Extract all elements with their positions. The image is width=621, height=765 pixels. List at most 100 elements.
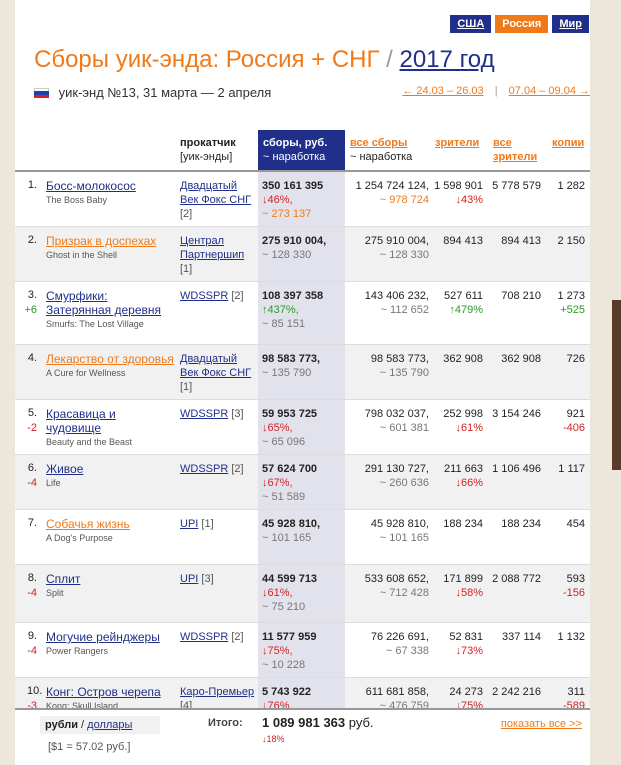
currency-switch: рубли / доллары (40, 716, 160, 734)
tab-world[interactable]: Мир (552, 15, 589, 33)
rank: 5. (27, 407, 37, 419)
total-value: 798 032 037, (364, 408, 429, 420)
gross-per-copy: ~ 75 210 (262, 601, 306, 613)
total-cell: 98 583 773, ~ 135 790 (347, 352, 429, 380)
title-main: Сборы уик-энда: Россия + СНГ (34, 46, 380, 73)
copies-value: 311 (567, 686, 585, 698)
rank-change: -4 (27, 587, 37, 599)
distributor-link-line2[interactable]: Век Фокс СНГ (180, 194, 252, 206)
total-admissions: 337 114 (502, 631, 541, 643)
admissions-cell: 188 234 (429, 517, 483, 531)
currency-usd-link[interactable]: доллары (87, 719, 133, 731)
film-title-link[interactable]: Красавица и чудовище (46, 407, 116, 435)
copies-cell: 1 273 +525 (543, 289, 585, 317)
table-row: 2. Призрак в доспехах Ghost in the Shell Це… (15, 227, 590, 282)
admissions-value: 1 598 901 (434, 180, 483, 192)
header-copies-link[interactable]: копии (552, 137, 585, 149)
distributor-link[interactable]: WDSSPR (180, 631, 229, 643)
weekend-count: [3] (231, 408, 244, 420)
rank: 1. (27, 179, 37, 191)
film-title-link[interactable]: Сплит (46, 572, 81, 586)
distributor-link[interactable]: Каро-Премьер (180, 686, 255, 698)
film-original-title: Ghost in the Shell (46, 250, 118, 260)
admissions-value: 188 234 (443, 518, 483, 530)
distributor-link-line2[interactable]: Партнершип (180, 249, 245, 261)
region-tabs: США Россия Мир (450, 15, 589, 33)
rank: 6. (27, 462, 37, 474)
prev-weekend-link[interactable]: ← 24.03 – 26.03 (402, 85, 484, 97)
admissions-value: 211 663 (444, 463, 483, 475)
table-row: 9. -4 Могучие рейнджеры Power Rangers WDSSPR… (15, 623, 590, 678)
rank: 8. (27, 572, 37, 584)
total-admissions: 362 908 (501, 353, 541, 365)
copies-change: +525 (560, 304, 585, 316)
copies-change: -156 (562, 587, 585, 599)
gross-cell: 59 953 725 ↓65%, ~ 65 096 (262, 407, 346, 449)
gross-cell: 11 577 959 ↓75%, ~ 10 228 (262, 630, 346, 672)
admissions-cell: 1 598 901 ↓43% (429, 179, 483, 207)
copies-value: 1 282 (557, 180, 585, 192)
total-per-copy: ~ 135 790 (379, 367, 429, 379)
film-title-link[interactable]: Призрак в доспехах (46, 234, 157, 248)
copies-cell: 1 117 (543, 462, 585, 476)
header-total: все сборы ~ наработка (350, 137, 413, 163)
film-cell: Призрак в доспехах Ghost in the Shell (46, 234, 174, 260)
weekend-nav: ← 24.03 – 26.03 | 07.04 – 09.04 → (402, 85, 590, 97)
weekend-count: [1] (180, 381, 193, 393)
distributor-link[interactable]: WDSSPR (180, 290, 229, 302)
film-title-link[interactable]: Конг: Остров черепа (46, 685, 161, 699)
distributor-link-line2[interactable]: Век Фокс СНГ (180, 367, 252, 379)
gross-value: 350 161 395 (262, 180, 324, 192)
header-copies: копии (552, 136, 584, 150)
header-total-link[interactable]: все сборы (350, 137, 408, 149)
distributor-link[interactable]: WDSSPR (180, 408, 229, 420)
total-per-copy: ~ 101 165 (379, 532, 429, 544)
header-admissions-link[interactable]: зрители (435, 137, 480, 149)
film-cell: Конг: Остров черепа Kong: Skull Island (46, 685, 174, 711)
copies-value: 921 (566, 408, 585, 420)
rank: 10. (27, 685, 43, 697)
currency-rub[interactable]: рубли (45, 719, 78, 731)
next-weekend-link[interactable]: 07.04 – 09.04 → (508, 85, 590, 97)
header-total-adm-link[interactable]: все зрители (493, 137, 538, 163)
admissions-cell: 894 413 (429, 234, 483, 248)
gross-value: 275 910 004, (262, 235, 327, 247)
year-link[interactable]: 2017 год (399, 46, 495, 73)
distributor-link[interactable]: Централ (180, 235, 225, 247)
total-admissions: 5 778 579 (492, 180, 541, 192)
total-per-copy: ~ 112 652 (380, 304, 429, 316)
total-admissions: 188 234 (501, 518, 541, 530)
admissions-cell: 527 611 ↑479% (429, 289, 483, 317)
rank-change: -2 (27, 422, 37, 434)
gross-value: 98 583 773, (262, 353, 321, 365)
copies-value: 726 (566, 353, 585, 365)
admissions-cell: 211 663 ↓66% (429, 462, 483, 490)
distributor-link[interactable]: UPI (180, 573, 199, 585)
film-title-link[interactable]: Смурфики: Затерянная деревня (46, 289, 162, 317)
show-all-link[interactable]: показать все >> (500, 718, 582, 730)
gross-value: 44 599 713 (262, 573, 318, 585)
admissions-cell: 362 908 (429, 352, 483, 366)
tab-russia[interactable]: Россия (495, 15, 549, 33)
film-title-link[interactable]: Лекарство от здоровья (46, 352, 174, 366)
distributor-link[interactable]: Двадцатый (180, 353, 237, 365)
total-admissions: 2 242 216 (492, 686, 541, 698)
film-title-link[interactable]: Собачья жизнь (46, 517, 130, 531)
tab-usa[interactable]: США (450, 15, 492, 33)
total-value: 143 406 232, (364, 290, 429, 302)
copies-cell: 593 -156 (543, 572, 585, 600)
film-original-title: A Cure for Wellness (46, 368, 126, 378)
distributor-link[interactable]: UPI (180, 518, 199, 530)
distributor-link[interactable]: WDSSPR (180, 463, 229, 475)
total-per-copy: ~ 712 428 (379, 587, 429, 599)
copies-cell: 921 -406 (543, 407, 585, 435)
distributor-link[interactable]: Двадцатый (180, 180, 237, 192)
film-cell: Красавица и чудовище Beauty and the Beast (46, 407, 174, 447)
film-title-link[interactable]: Босс-молокосос (46, 179, 136, 193)
total-value: 45 928 810, (370, 518, 429, 530)
film-title-link[interactable]: Живое (46, 462, 84, 476)
total-admissions: 3 154 246 (492, 408, 541, 420)
header-gross[interactable]: сборы, руб. ~ наработка (263, 137, 328, 163)
gross-value: 59 953 725 (262, 408, 318, 420)
film-title-link[interactable]: Могучие рейнджеры (46, 630, 160, 644)
